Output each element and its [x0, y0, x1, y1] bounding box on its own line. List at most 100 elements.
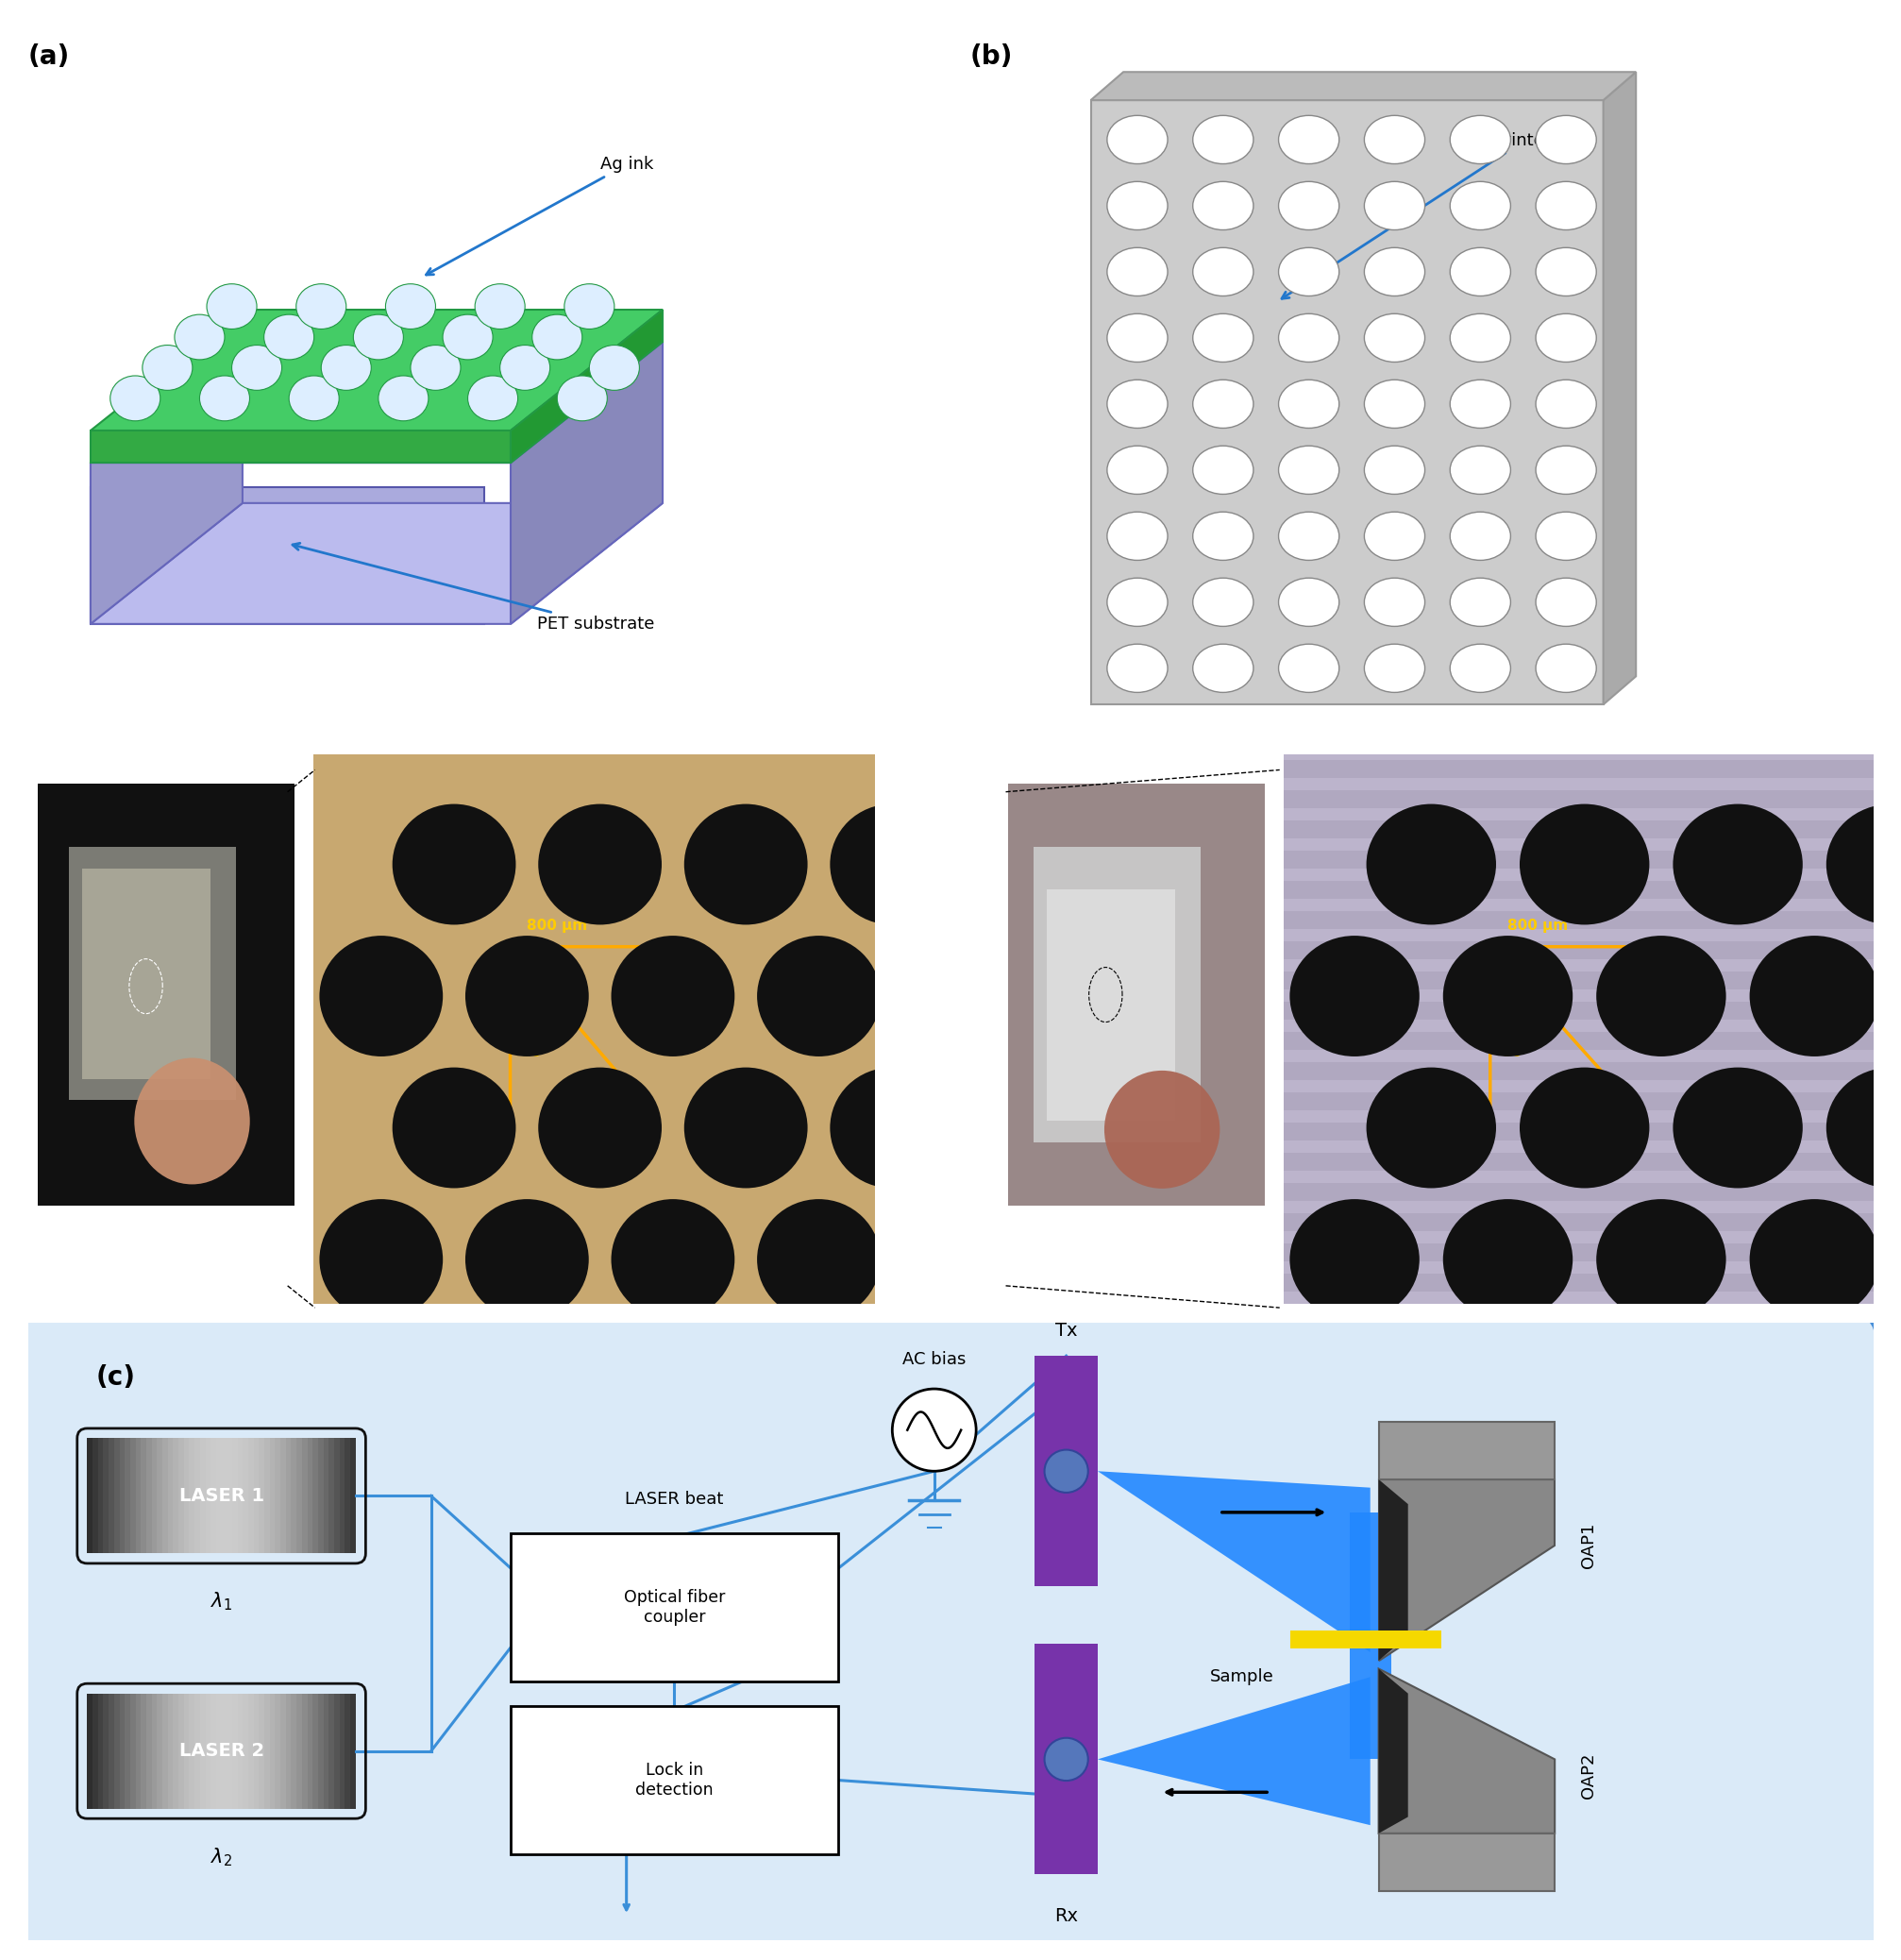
Circle shape: [538, 804, 662, 925]
Bar: [99, 1439, 103, 1554]
Bar: [120, 1439, 125, 1554]
Bar: [200, 1693, 205, 1809]
Ellipse shape: [1192, 116, 1253, 165]
Circle shape: [1595, 1200, 1726, 1319]
Bar: [200, 1439, 205, 1554]
Ellipse shape: [1192, 314, 1253, 363]
Text: (b): (b): [970, 43, 1011, 71]
Bar: [211, 1693, 217, 1809]
Ellipse shape: [1192, 445, 1253, 494]
Polygon shape: [91, 341, 662, 463]
Bar: [253, 1439, 259, 1554]
Bar: [194, 1693, 200, 1809]
Bar: [323, 1693, 329, 1809]
Ellipse shape: [1363, 445, 1424, 494]
Bar: [279, 1439, 285, 1554]
Polygon shape: [509, 310, 662, 463]
Ellipse shape: [1534, 645, 1595, 692]
Circle shape: [557, 376, 606, 421]
Circle shape: [1673, 804, 1802, 925]
Bar: [238, 1693, 243, 1809]
Circle shape: [1289, 1200, 1418, 1319]
Ellipse shape: [1106, 512, 1167, 561]
Bar: [179, 1439, 184, 1554]
Circle shape: [392, 804, 515, 925]
Bar: [232, 1439, 238, 1554]
Bar: [125, 1693, 129, 1809]
Circle shape: [354, 314, 403, 359]
Bar: [312, 1439, 317, 1554]
Bar: [259, 1693, 264, 1809]
Bar: [1378, 1833, 1553, 1891]
Bar: [350, 1439, 355, 1554]
Polygon shape: [91, 310, 662, 431]
Polygon shape: [1348, 1513, 1390, 1760]
Bar: [335, 1439, 338, 1554]
Bar: [167, 1439, 173, 1554]
Bar: [1034, 847, 1200, 1143]
Bar: [68, 847, 236, 1100]
Text: 3D printed foil: 3D printed foil: [1281, 131, 1585, 298]
Circle shape: [392, 1068, 515, 1188]
Circle shape: [1825, 1068, 1901, 1188]
Bar: [179, 1693, 184, 1809]
Bar: [1283, 868, 1872, 880]
Circle shape: [1749, 1200, 1878, 1319]
Bar: [1283, 1019, 1872, 1031]
Ellipse shape: [1363, 314, 1424, 363]
Bar: [93, 1439, 99, 1554]
Bar: [1034, 1644, 1097, 1874]
Bar: [1283, 717, 1872, 729]
Ellipse shape: [1449, 247, 1509, 296]
Text: OAP1: OAP1: [1580, 1523, 1597, 1568]
Circle shape: [1365, 804, 1496, 925]
Bar: [194, 1439, 200, 1554]
Bar: [221, 1439, 226, 1554]
Text: Lock in
detection: Lock in detection: [635, 1762, 713, 1797]
Polygon shape: [509, 341, 662, 623]
Ellipse shape: [1104, 1070, 1219, 1188]
Bar: [158, 1439, 162, 1554]
Bar: [1283, 749, 1872, 760]
Ellipse shape: [1277, 314, 1338, 363]
Bar: [1283, 958, 1872, 972]
Ellipse shape: [1363, 578, 1424, 627]
Bar: [297, 1439, 302, 1554]
Ellipse shape: [1449, 512, 1509, 561]
Ellipse shape: [1106, 445, 1167, 494]
Circle shape: [319, 935, 443, 1056]
Bar: [141, 1439, 146, 1554]
Ellipse shape: [1534, 247, 1595, 296]
Bar: [264, 1693, 270, 1809]
Polygon shape: [91, 486, 483, 623]
Bar: [217, 1439, 221, 1554]
Bar: [338, 1693, 344, 1809]
Polygon shape: [1378, 1668, 1553, 1833]
Ellipse shape: [1106, 645, 1167, 692]
Bar: [317, 1439, 323, 1554]
Circle shape: [378, 376, 428, 421]
Ellipse shape: [1192, 512, 1253, 561]
Bar: [253, 1693, 259, 1809]
Bar: [323, 1439, 329, 1554]
Ellipse shape: [1534, 314, 1595, 363]
Bar: [135, 1439, 141, 1554]
Bar: [1283, 1051, 1872, 1062]
Bar: [162, 1439, 167, 1554]
Text: LASER 2: LASER 2: [179, 1742, 264, 1760]
Bar: [152, 1439, 158, 1554]
Circle shape: [143, 345, 192, 390]
Polygon shape: [91, 504, 662, 623]
Ellipse shape: [1449, 116, 1509, 165]
Bar: [108, 1439, 114, 1554]
Circle shape: [1519, 1068, 1648, 1188]
Bar: [1283, 839, 1872, 851]
Bar: [344, 1693, 350, 1809]
Text: Rx: Rx: [1053, 1907, 1078, 1925]
Bar: [308, 1439, 312, 1554]
Bar: [312, 1693, 317, 1809]
Ellipse shape: [1449, 182, 1509, 229]
Bar: [270, 1693, 276, 1809]
Ellipse shape: [1534, 445, 1595, 494]
Ellipse shape: [1277, 380, 1338, 427]
